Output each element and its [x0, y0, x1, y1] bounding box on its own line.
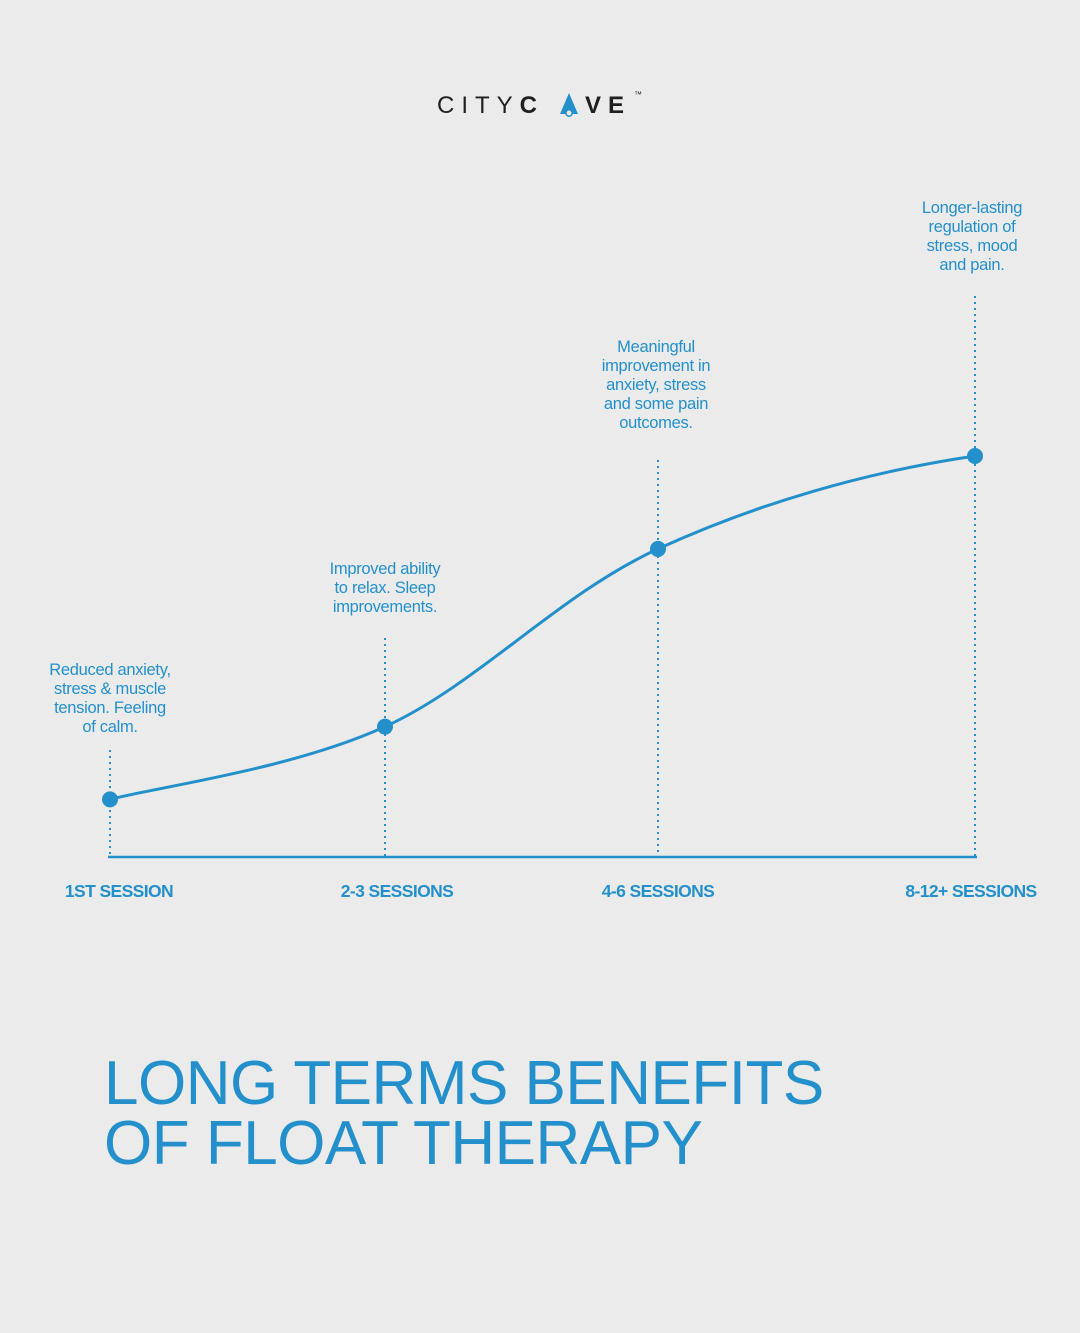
logo-text-tail: VE: [585, 92, 631, 119]
annotation-4-line-2: regulation of: [928, 218, 1016, 236]
x-axis-label-1: 1ST SESSION: [64, 881, 174, 901]
data-point-3: [650, 540, 666, 557]
x-axis-label-3: 4-6 SESSIONS: [601, 881, 715, 901]
annotation-1-line-1: Reduced anxiety,: [49, 661, 171, 679]
logo-trademark: ™: [634, 90, 642, 99]
annotation-1-line-2: stress & muscle: [54, 680, 166, 698]
citycave-logo: CITYC VE ™: [0, 86, 1080, 122]
logo-text-c: C: [520, 92, 544, 119]
annotation-1-line-3: tension. Feeling: [54, 699, 166, 717]
annotation-4-line-4: and pain.: [939, 256, 1005, 274]
x-axis-label-4: 8-12+ SESSIONS: [905, 881, 1037, 901]
headline: LONG TERMS BENEFITS OF FLOAT THERAPY: [104, 1049, 824, 1178]
logo-text-light: CITYC: [437, 92, 544, 119]
annotation-3-line-3: anxiety, stress: [606, 376, 706, 394]
data-point-1: [102, 791, 118, 808]
headline-line-1: LONG TERMS BENEFITS: [104, 1049, 824, 1118]
annotation-2: Improved ability to relax. Sleep improveme…: [290, 560, 480, 617]
headline-line-2: OF FLOAT THERAPY: [104, 1109, 703, 1178]
citycave-logo-graphic: CITYC VE ™: [437, 90, 642, 119]
guide-lines-group: [109, 296, 976, 857]
annotation-4: Longer-lasting regulation of stress, mood a…: [877, 199, 1067, 275]
annotation-2-line-1: Improved ability: [329, 560, 441, 578]
annotation-3: Meaningful improvement in anxiety, stress a…: [561, 338, 751, 433]
annotation-3-line-1: Meaningful: [617, 338, 695, 356]
annotation-3-line-2: improvement in: [601, 357, 711, 375]
logo-text-city: CITY: [437, 92, 520, 119]
x-axis-label-2: 2-3 SESSIONS: [340, 881, 454, 901]
benefit-curve: [109, 454, 976, 801]
annotation-2-line-3: improvements.: [332, 598, 438, 616]
marker-group: [102, 448, 983, 808]
annotation-2-line-2: to relax. Sleep: [334, 579, 436, 597]
annotation-1: Reduced anxiety, stress & muscle tension. …: [15, 661, 205, 737]
annotation-3-line-5: outcomes.: [619, 414, 693, 432]
data-point-4: [967, 448, 983, 464]
annotation-4-line-3: stress, mood: [926, 237, 1018, 255]
data-point-2: [377, 718, 393, 735]
annotation-4-line-1: Longer-lasting: [921, 199, 1023, 217]
cave-tent-icon: [560, 93, 578, 117]
annotation-1-line-4: of calm.: [82, 718, 138, 736]
annotation-3-line-4: and some pain: [603, 395, 709, 413]
